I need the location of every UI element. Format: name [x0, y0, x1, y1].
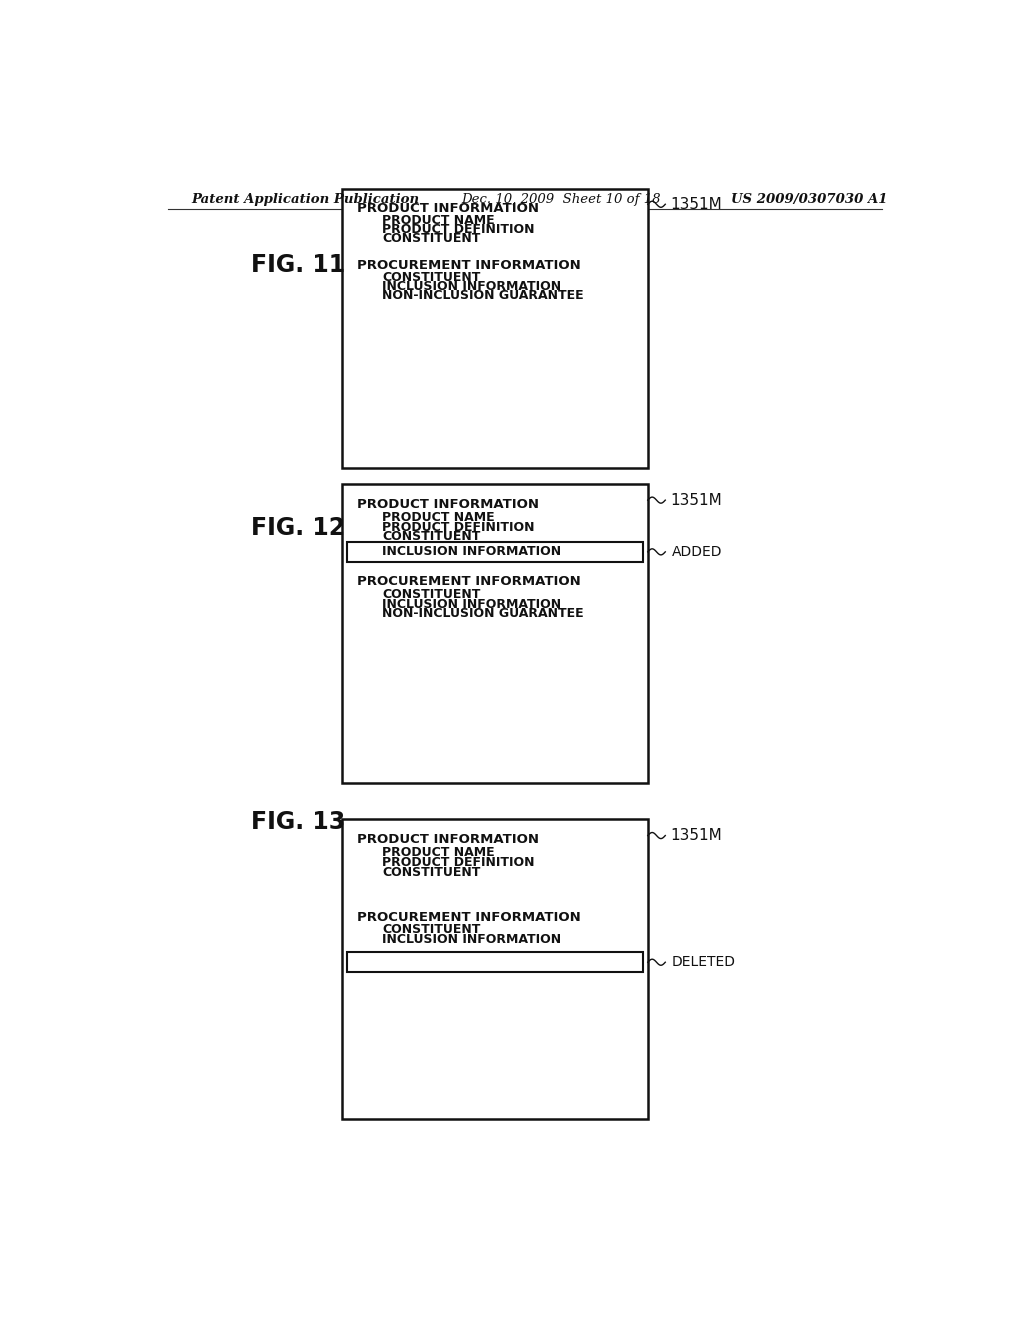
- Text: PRODUCT INFORMATION: PRODUCT INFORMATION: [356, 498, 539, 511]
- Bar: [347, 953, 643, 972]
- Text: PRODUCT DEFINITION: PRODUCT DEFINITION: [382, 520, 535, 533]
- Text: PROCUREMENT INFORMATION: PROCUREMENT INFORMATION: [356, 911, 581, 924]
- Text: Patent Application Publication: Patent Application Publication: [191, 193, 420, 206]
- Text: Dec. 10, 2009  Sheet 10 of 18: Dec. 10, 2009 Sheet 10 of 18: [461, 193, 660, 206]
- Text: FIG. 11: FIG. 11: [251, 253, 345, 277]
- Text: DELETED: DELETED: [672, 956, 735, 969]
- Text: PROCUREMENT INFORMATION: PROCUREMENT INFORMATION: [356, 576, 581, 589]
- Text: INCLUSION INFORMATION: INCLUSION INFORMATION: [382, 280, 561, 293]
- Text: 1351M: 1351M: [670, 197, 722, 211]
- Text: INCLUSION INFORMATION: INCLUSION INFORMATION: [382, 598, 561, 611]
- Text: CONSTITUENT: CONSTITUENT: [382, 924, 480, 936]
- Text: PRODUCT DEFINITION: PRODUCT DEFINITION: [382, 223, 535, 236]
- Text: PROCUREMENT INFORMATION: PROCUREMENT INFORMATION: [356, 259, 581, 272]
- Bar: [347, 543, 643, 561]
- Text: US 2009/0307030 A1: US 2009/0307030 A1: [731, 193, 888, 206]
- Text: PRODUCT NAME: PRODUCT NAME: [382, 511, 495, 524]
- Text: PRODUCT INFORMATION: PRODUCT INFORMATION: [356, 202, 539, 215]
- Text: CONSTITUENT: CONSTITUENT: [382, 232, 480, 246]
- Text: PRODUCT INFORMATION: PRODUCT INFORMATION: [356, 833, 539, 846]
- Text: PRODUCT NAME: PRODUCT NAME: [382, 846, 495, 859]
- Text: CONSTITUENT: CONSTITUENT: [382, 587, 480, 601]
- Text: NON-INCLUSION GUARANTEE: NON-INCLUSION GUARANTEE: [382, 289, 584, 302]
- Bar: [342, 189, 648, 469]
- Text: FIG. 12: FIG. 12: [251, 516, 345, 540]
- Text: PRODUCT NAME: PRODUCT NAME: [382, 214, 495, 227]
- Text: CONSTITUENT: CONSTITUENT: [382, 531, 480, 543]
- Text: CONSTITUENT: CONSTITUENT: [382, 866, 480, 879]
- Text: 1351M: 1351M: [670, 492, 722, 508]
- Bar: [342, 818, 648, 1119]
- Text: FIG. 13: FIG. 13: [251, 810, 345, 834]
- Text: 1351M: 1351M: [670, 828, 722, 843]
- Text: ADDED: ADDED: [672, 545, 722, 558]
- Text: PRODUCT DEFINITION: PRODUCT DEFINITION: [382, 855, 535, 869]
- Text: INCLUSION INFORMATION: INCLUSION INFORMATION: [382, 933, 561, 946]
- Bar: [342, 483, 648, 784]
- Text: NON-INCLUSION GUARANTEE: NON-INCLUSION GUARANTEE: [382, 607, 584, 620]
- Text: CONSTITUENT: CONSTITUENT: [382, 272, 480, 284]
- Text: INCLUSION INFORMATION: INCLUSION INFORMATION: [382, 545, 561, 558]
